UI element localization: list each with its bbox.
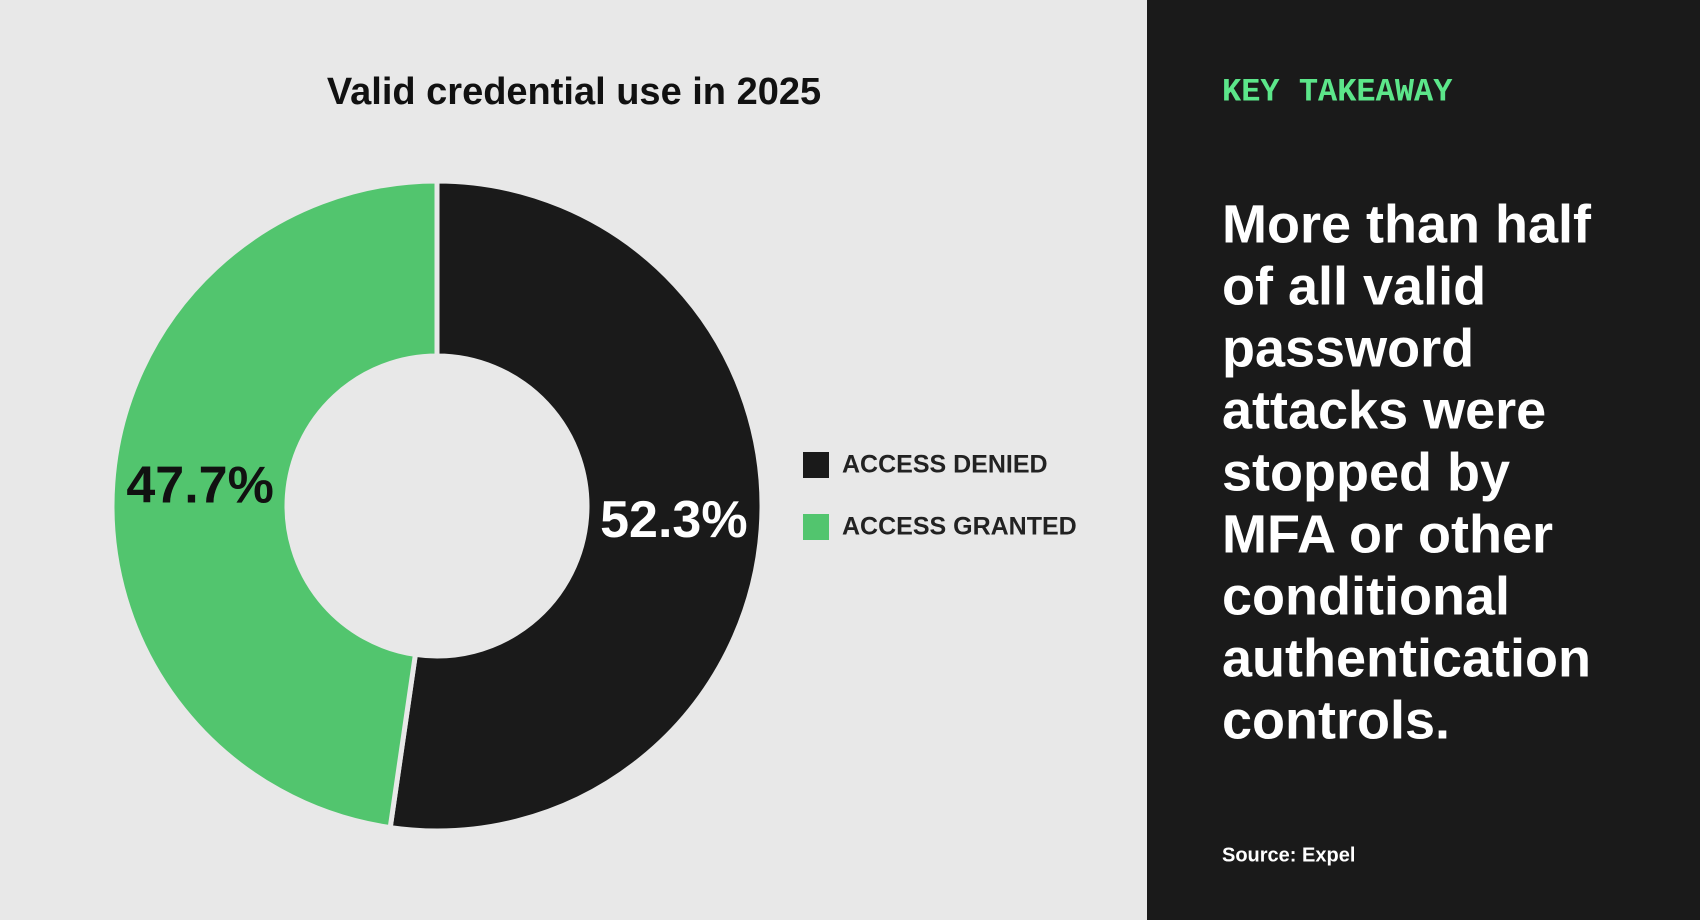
legend-label: ACCESS GRANTED	[842, 513, 1077, 541]
donut-segment	[387, 178, 765, 834]
donut-segment	[109, 178, 440, 831]
takeaway-heading: KEY TAKEAWAY	[1222, 73, 1453, 110]
source: Source: Expel	[1222, 844, 1355, 866]
takeaway-line: stopped by	[1222, 442, 1510, 502]
takeaway-line: attacks were	[1222, 380, 1546, 440]
takeaway-line: password	[1222, 318, 1474, 378]
takeaway-line: More than half	[1222, 194, 1592, 254]
value-label: 47.7%	[126, 457, 273, 515]
chart-title: Valid credential use in 2025	[327, 71, 821, 113]
takeaway-line: of all valid	[1222, 256, 1486, 316]
value-label: 52.3%	[600, 491, 747, 549]
takeaway-line: conditional	[1222, 566, 1510, 626]
takeaway-panel	[1147, 0, 1700, 920]
takeaway-line: controls.	[1222, 690, 1450, 750]
takeaway-line: MFA or other	[1222, 504, 1553, 564]
legend-swatch	[803, 452, 829, 478]
legend-swatch	[803, 514, 829, 540]
legend-label: ACCESS DENIED	[842, 451, 1048, 479]
takeaway-line: authentication	[1222, 628, 1591, 688]
